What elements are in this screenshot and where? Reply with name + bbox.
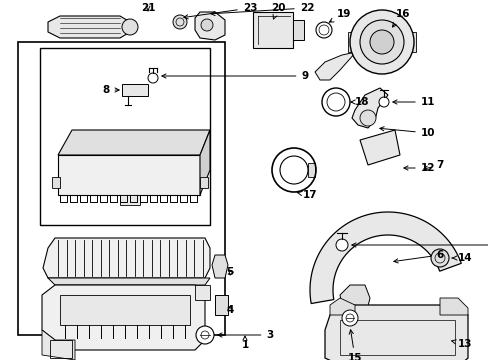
Circle shape bbox=[341, 310, 357, 326]
Text: 17: 17 bbox=[297, 190, 317, 200]
Circle shape bbox=[378, 97, 388, 107]
Text: 2: 2 bbox=[351, 240, 488, 250]
Text: 18: 18 bbox=[350, 97, 368, 107]
Text: 22: 22 bbox=[210, 3, 314, 15]
Polygon shape bbox=[43, 238, 209, 278]
Polygon shape bbox=[314, 52, 355, 80]
Text: 14: 14 bbox=[451, 253, 471, 263]
Circle shape bbox=[359, 110, 375, 126]
Polygon shape bbox=[325, 305, 467, 360]
Bar bbox=[405, 32, 415, 52]
Text: 12: 12 bbox=[403, 163, 434, 173]
Polygon shape bbox=[42, 330, 75, 360]
Circle shape bbox=[335, 239, 347, 251]
Bar bbox=[215, 295, 227, 315]
Polygon shape bbox=[439, 298, 467, 315]
Polygon shape bbox=[329, 298, 354, 315]
Polygon shape bbox=[60, 295, 190, 325]
Circle shape bbox=[122, 19, 138, 35]
Text: 13: 13 bbox=[451, 339, 471, 349]
Polygon shape bbox=[351, 88, 387, 128]
Polygon shape bbox=[309, 212, 460, 303]
Text: 11: 11 bbox=[392, 97, 434, 107]
Bar bbox=[347, 32, 357, 52]
Polygon shape bbox=[339, 285, 369, 320]
Circle shape bbox=[148, 73, 158, 83]
Text: 8: 8 bbox=[102, 85, 119, 95]
Text: 19: 19 bbox=[329, 9, 350, 22]
Bar bbox=[292, 20, 304, 40]
Circle shape bbox=[349, 10, 413, 74]
Polygon shape bbox=[48, 278, 209, 285]
Bar bbox=[200, 177, 207, 188]
Polygon shape bbox=[48, 16, 130, 38]
Circle shape bbox=[201, 19, 213, 31]
Text: 9: 9 bbox=[162, 71, 308, 81]
Bar bbox=[52, 177, 60, 188]
Text: 16: 16 bbox=[392, 9, 409, 27]
Text: 5: 5 bbox=[226, 267, 233, 277]
Text: 6: 6 bbox=[393, 250, 443, 263]
Bar bbox=[252, 12, 292, 48]
Bar bbox=[307, 163, 314, 177]
Bar bbox=[122, 84, 148, 96]
Circle shape bbox=[173, 15, 186, 29]
Circle shape bbox=[430, 249, 448, 267]
Polygon shape bbox=[212, 255, 227, 278]
Circle shape bbox=[369, 30, 393, 54]
Polygon shape bbox=[58, 155, 200, 195]
Polygon shape bbox=[42, 285, 204, 350]
Text: 20: 20 bbox=[270, 3, 285, 19]
Bar bbox=[18, 42, 224, 335]
Bar bbox=[40, 48, 209, 225]
Text: 10: 10 bbox=[379, 127, 434, 138]
Text: 3: 3 bbox=[218, 330, 273, 340]
Bar bbox=[195, 285, 209, 300]
Text: 23: 23 bbox=[183, 3, 257, 19]
Text: 7: 7 bbox=[423, 160, 443, 170]
Text: 15: 15 bbox=[347, 330, 362, 360]
Circle shape bbox=[359, 20, 403, 64]
Polygon shape bbox=[200, 130, 209, 195]
Polygon shape bbox=[58, 130, 209, 155]
Text: 21: 21 bbox=[141, 3, 155, 13]
Polygon shape bbox=[359, 130, 399, 165]
Bar bbox=[339, 320, 454, 355]
Text: 1: 1 bbox=[241, 336, 248, 350]
Bar bbox=[120, 195, 140, 205]
Text: 4: 4 bbox=[226, 305, 233, 315]
Polygon shape bbox=[195, 12, 224, 40]
Bar bbox=[50, 340, 72, 358]
Circle shape bbox=[196, 326, 214, 344]
